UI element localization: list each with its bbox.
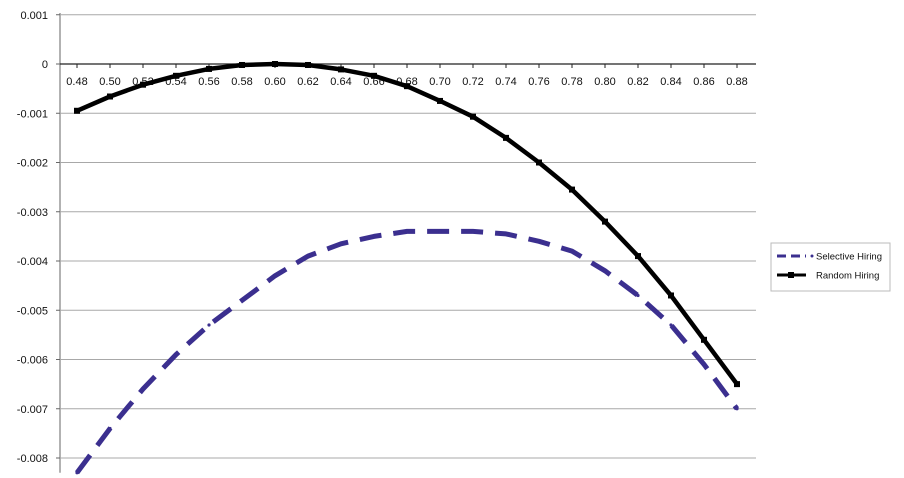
data-point [669, 323, 673, 327]
data-point [668, 292, 674, 299]
data-point [173, 72, 179, 79]
data-point [140, 81, 146, 88]
data-point [107, 93, 113, 100]
x-tick-label: 0.58 [231, 76, 252, 88]
y-tick-label: 0.001 [20, 10, 48, 22]
data-point [471, 229, 475, 234]
data-point [470, 113, 476, 120]
legend: Selective Hiring Random Hiring [770, 242, 891, 292]
data-point [735, 407, 739, 411]
data-point [74, 107, 80, 114]
data-point [273, 274, 277, 278]
x-tick-label: 0.88 [726, 76, 747, 88]
data-point [438, 229, 442, 234]
data-point [603, 269, 607, 273]
data-point [734, 381, 740, 388]
data-point [108, 426, 112, 431]
x-tick-label: 0.56 [198, 76, 219, 88]
data-point [635, 253, 641, 260]
data-point [701, 336, 707, 343]
data-point [371, 72, 377, 79]
y-tick-label: -0.006 [17, 355, 48, 367]
data-point [372, 234, 376, 238]
y-tick-label: -0.008 [17, 453, 48, 465]
x-tick-label: 0.62 [297, 76, 318, 88]
x-tick-label: 0.86 [693, 76, 714, 88]
y-tick-label: 0 [42, 59, 48, 71]
legend-marker [788, 272, 794, 278]
data-point [75, 471, 79, 475]
legend-label: Random Hiring [816, 271, 879, 282]
data-point [240, 298, 244, 302]
data-point [569, 186, 575, 193]
data-point [702, 362, 706, 367]
x-tick-label: 0.80 [594, 76, 615, 88]
data-point [437, 97, 443, 104]
data-point [570, 249, 574, 253]
y-tick-label: -0.007 [17, 404, 48, 416]
data-point [504, 232, 508, 236]
data-point [602, 218, 608, 225]
data-point [537, 239, 541, 243]
legend-label: Selective Hiring [816, 252, 882, 263]
data-point [207, 323, 211, 327]
gridlines [56, 13, 756, 473]
data-point [305, 61, 311, 68]
x-tick-label: 0.48 [66, 76, 87, 88]
data-point [536, 159, 542, 166]
x-tick-label: 0.60 [264, 76, 285, 88]
data-point [339, 242, 343, 246]
x-tick-label: 0.72 [462, 76, 483, 88]
data-point [306, 254, 310, 258]
data-point [405, 229, 409, 234]
x-tick-label: 0.70 [429, 76, 450, 88]
data-point [141, 387, 145, 391]
y-tick-label: -0.001 [17, 108, 48, 120]
x-tick-label: 0.84 [660, 76, 681, 88]
series-line-0 [74, 228, 740, 475]
x-tick-label: 0.74 [495, 76, 516, 88]
data-point [503, 134, 509, 141]
y-tick-label: -0.004 [17, 256, 48, 268]
data-point [272, 61, 278, 67]
data-point [239, 61, 245, 68]
y-tick-label: -0.002 [17, 158, 48, 170]
legend-box [770, 242, 891, 292]
legend-marker [810, 254, 814, 258]
series-lines [74, 61, 740, 475]
y-tick-label: -0.005 [17, 305, 48, 317]
y-axis-ticks: 0.001 0 -0.001 -0.002 -0.003 -0.004 -0.005 -0.0… [17, 10, 48, 465]
x-tick-label: 0.50 [99, 76, 120, 88]
data-point [338, 66, 344, 73]
x-tick-label: 0.64 [330, 76, 351, 88]
y-tick-label: -0.003 [17, 207, 48, 219]
data-point [206, 65, 212, 72]
x-tick-label: 0.78 [561, 76, 582, 88]
series-line-1 [76, 61, 739, 386]
data-point [174, 352, 178, 357]
data-point [404, 83, 410, 90]
x-tick-label: 0.82 [627, 76, 648, 88]
data-point [636, 293, 640, 298]
x-tick-label: 0.76 [528, 76, 549, 88]
